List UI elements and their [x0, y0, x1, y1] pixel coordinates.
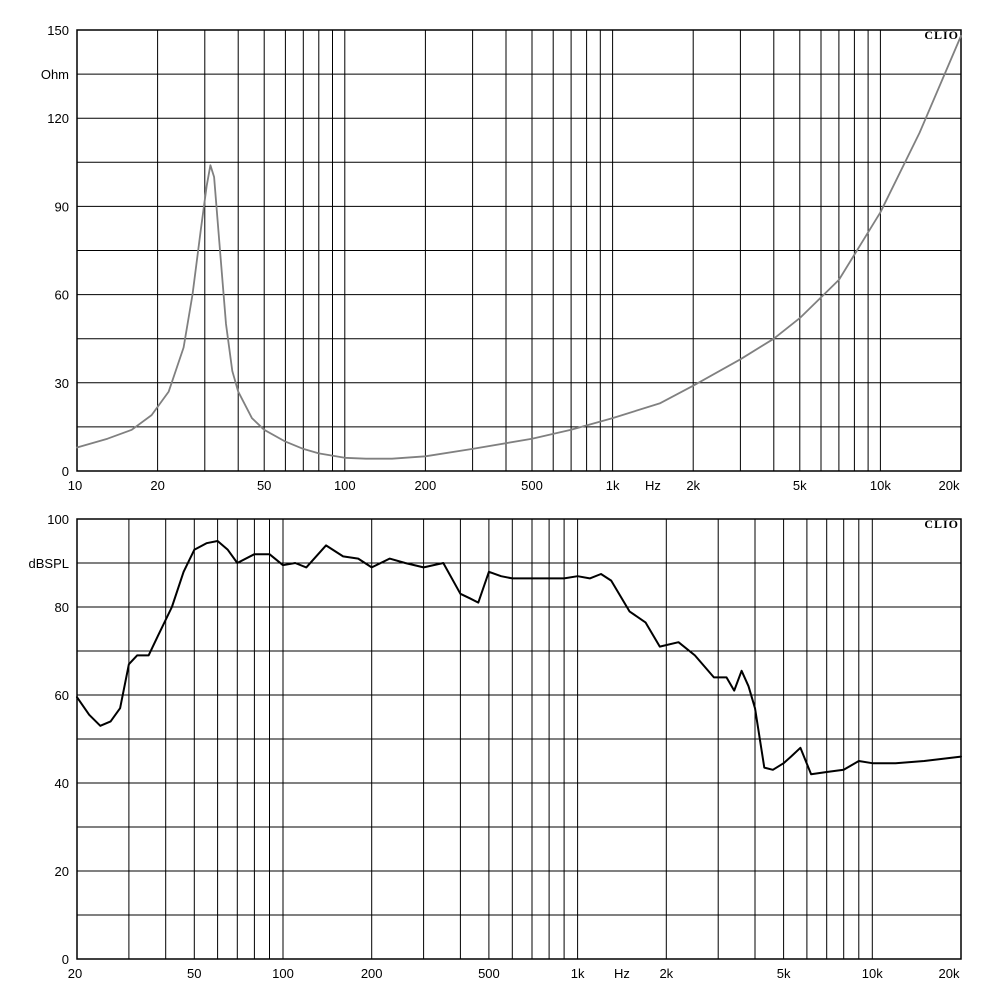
- x-tick-label: 1k: [606, 478, 620, 493]
- y-tick-label: 150: [47, 23, 69, 38]
- plot-frame: [76, 518, 962, 960]
- x-tick-label: 500: [478, 966, 500, 981]
- x-tick-label: 10: [68, 478, 82, 493]
- y-tick-label: 40: [55, 776, 69, 791]
- series-line: [76, 35, 962, 460]
- x-tick-label: 2k: [659, 966, 673, 981]
- y-tick-label: 60: [55, 288, 69, 303]
- y-tick-label: 20: [55, 864, 69, 879]
- x-tick-label: 50: [187, 966, 201, 981]
- plot-frame: [76, 29, 962, 472]
- x-axis-label: Hz: [645, 478, 661, 493]
- x-axis-label: Hz: [614, 966, 630, 981]
- x-tick-label: 20: [68, 966, 82, 981]
- x-tick-label: 200: [415, 478, 437, 493]
- impedance-chart: 0 30 60 90 120 150 Ohm 10 20 50 100 200 500 1k 2k 5k 10k…: [41, 23, 962, 493]
- x-tick-label: 10k: [862, 966, 883, 981]
- y-tick-label: 90: [55, 199, 69, 214]
- x-tick-label: 5k: [777, 966, 791, 981]
- x-tick-label: 10k: [870, 478, 891, 493]
- y-tick-label: 80: [55, 600, 69, 615]
- x-tick-label: 1k: [571, 966, 585, 981]
- y-tick-label: 100: [47, 512, 69, 527]
- y-tick-label: 0: [62, 952, 69, 967]
- y-tick-label: 60: [55, 688, 69, 703]
- x-tick-label: 20k: [939, 478, 960, 493]
- x-tick-label: 20k: [939, 966, 960, 981]
- y-axis-label: dBSPL: [29, 556, 69, 571]
- x-tick-label: 20: [150, 478, 164, 493]
- x-tick-label: 2k: [686, 478, 700, 493]
- y-axis-label: Ohm: [41, 67, 69, 82]
- y-tick-label: 120: [47, 111, 69, 126]
- series-line: [76, 540, 962, 776]
- x-tick-label: 100: [272, 966, 294, 981]
- x-tick-label: 5k: [793, 478, 807, 493]
- x-tick-label: 100: [334, 478, 356, 493]
- clio-brand-label: CLIO: [924, 517, 959, 531]
- x-tick-label: 200: [361, 966, 383, 981]
- x-tick-label: 50: [257, 478, 271, 493]
- x-tick-label: 500: [521, 478, 543, 493]
- clio-brand-label: CLIO: [924, 28, 959, 42]
- y-tick-label: 0: [62, 464, 69, 479]
- y-tick-label: 30: [55, 376, 69, 391]
